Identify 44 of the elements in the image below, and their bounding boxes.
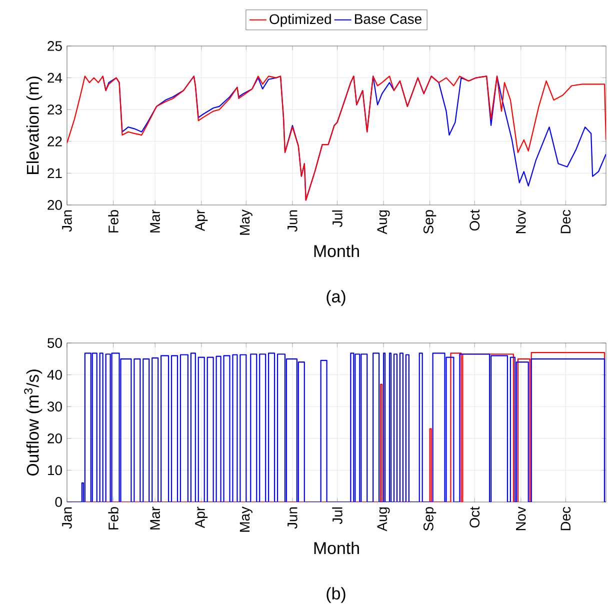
text: (b) (326, 587, 346, 603)
y-tick-label: 40 (47, 370, 62, 380)
x-tick-label: Oct (470, 506, 480, 528)
y-tick-label: 50 (48, 338, 62, 348)
x-tick-label: Feb (108, 210, 118, 232)
x-tick-label: Dec (560, 506, 571, 530)
text: (a) (326, 290, 346, 306)
x-tick-label: Aug (377, 210, 390, 234)
x-tick-label: Jan (62, 507, 72, 529)
x-tick-label: Nov (516, 506, 526, 530)
x-tick-label: Sep (423, 507, 436, 531)
x-tick-label: Apr (195, 506, 208, 528)
y-tick-label: 20 (48, 433, 62, 444)
x-tick-label: May (240, 210, 252, 235)
legend-label: Base Case (355, 14, 422, 24)
x-tick-label: May (240, 506, 252, 532)
x-axis-title: Month (314, 244, 359, 258)
y-axis-title: Outflow (m$^{3}$/s) (24, 370, 42, 476)
x-tick-label: Apr (195, 210, 208, 232)
x-tick-label: Jul (332, 210, 342, 228)
x-axis-title: Month (314, 542, 359, 554)
y-tick-label: 20 (48, 200, 62, 210)
x-tick-label: Dec (560, 210, 571, 234)
legend-label: Optimized (270, 14, 331, 27)
y-tick-label: 22 (48, 136, 62, 146)
x-tick-label: Sep (423, 210, 436, 234)
y-tick-label: 10 (48, 465, 62, 476)
x-tick-label: Mar (150, 210, 160, 232)
x-tick-label: Jan (62, 210, 72, 232)
x-tick-label: Jun (288, 210, 298, 232)
y-tick-label: 30 (48, 402, 62, 412)
x-tick-label: Feb (108, 507, 118, 530)
y-tick-label: 25 (48, 41, 62, 51)
x-tick-label: Jun (288, 507, 298, 529)
x-tick-label: Jul (332, 507, 342, 524)
y-tick-label: 0 (55, 497, 62, 507)
y-axis-title: Elevation (m) (26, 76, 42, 174)
x-tick-label: Mar (150, 506, 160, 530)
x-tick-label: Oct (470, 210, 480, 231)
y-tick-label: 21 (48, 168, 62, 178)
x-tick-label: Nov (516, 210, 526, 234)
y-tick-label: 24 (48, 72, 62, 83)
y-tick-label: 23 (48, 104, 62, 115)
x-tick-label: Aug (377, 507, 390, 532)
